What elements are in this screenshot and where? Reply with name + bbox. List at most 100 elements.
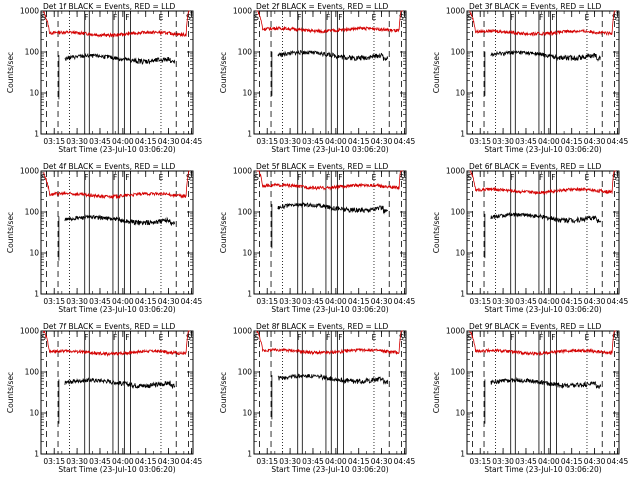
x-tick-label: 04:00 [325,297,347,306]
y-tick-label: 100 [25,368,40,377]
event-marker-label: E [159,173,164,182]
lld-series-line [256,170,403,191]
event-marker-label: S [186,173,191,182]
x-tick-label: 03:30 [66,137,88,146]
lld-series-line [43,10,190,38]
event-marker-label: F [539,13,543,22]
event-marker-label: E [372,173,377,182]
events-series-line [277,49,389,62]
y-tick-label: 10 [29,249,39,258]
x-axis-label: Start Time (23-Jul-10 03:06:20) [484,305,601,314]
detector-panel: Det 7f BLACK = Events, RED = LLD 1 10 100 10… [6,322,203,474]
event-marker-label: F [125,333,129,342]
event-marker-label: F [510,13,514,22]
x-tick-label: 04:15 [135,297,157,306]
x-tick-label: 03:15 [43,137,65,146]
x-tick-label: 03:15 [469,457,491,466]
x-axis-label: Start Time (23-Jul-10 03:06:20) [271,145,388,154]
x-tick-label: 04:45 [607,297,629,306]
event-marker-label: F [113,13,117,22]
y-axis-label: Counts/sec [432,52,441,93]
plot-frame [466,10,620,135]
event-marker-label: F [338,13,342,22]
plot-frame [253,10,407,135]
event-marker-label: F [125,13,129,22]
x-tick-label: 04:30 [158,137,180,146]
event-marker-label: S [467,13,472,22]
x-axis-label: Start Time (23-Jul-10 03:06:20) [484,465,601,474]
y-tick-label: 100 [238,208,253,217]
x-axis-label: Start Time (23-Jul-10 03:06:20) [271,305,388,314]
y-axis-label: Counts/sec [219,212,228,253]
x-tick-label: 04:30 [158,457,180,466]
x-tick-label: 03:30 [492,457,514,466]
x-tick-label: 04:00 [325,457,347,466]
y-tick-label: 1 [460,290,465,299]
x-tick-label: 04:00 [112,457,134,466]
y-tick-label: 10 [242,89,252,98]
x-tick-label: 04:45 [181,297,203,306]
x-tick-label: 03:45 [515,457,537,466]
detector-panel: Det 5f BLACK = Events, RED = LLD 1 10 100 10… [219,162,416,314]
x-tick-label: 04:30 [158,297,180,306]
detector-panel: Det 8f BLACK = Events, RED = LLD 1 10 100 10… [219,322,416,474]
lld-series-line [43,330,190,358]
y-tick-label: 1000 [20,7,39,16]
plot-frame [466,330,620,455]
x-tick-label: 04:15 [561,457,583,466]
event-marker-label: F [539,173,543,182]
event-marker-label: S [612,173,617,182]
event-marker-label: F [551,13,555,22]
x-axis-label: Start Time (23-Jul-10 03:06:20) [58,465,175,474]
x-tick-label: 04:15 [561,297,583,306]
event-marker-label: F [84,13,88,22]
plot-frame [40,170,194,295]
event-marker-label: F [297,13,301,22]
event-marker-label: F [113,333,117,342]
y-tick-label: 100 [238,368,253,377]
y-tick-label: 10 [455,249,465,258]
x-tick-label: 03:30 [492,297,514,306]
y-tick-label: 1 [247,130,252,139]
event-marker-label: F [326,173,330,182]
event-marker-label: E [372,333,377,342]
events-series-line [64,377,176,390]
panel-title: Det 7f BLACK = Events, RED = LLD [43,322,176,331]
y-axis-label: Counts/sec [432,372,441,413]
y-tick-label: 1 [34,130,39,139]
x-tick-label: 04:45 [607,137,629,146]
y-tick-label: 1000 [446,167,465,176]
event-marker-label: F [338,333,342,342]
x-tick-label: 03:15 [469,297,491,306]
x-tick-label: 04:00 [112,137,134,146]
events-series-line [277,201,389,215]
x-tick-label: 03:15 [256,137,278,146]
event-marker-label: F [84,173,88,182]
y-tick-label: 1 [34,290,39,299]
events-series-line [64,214,176,227]
y-tick-label: 100 [25,48,40,57]
plot-frame [40,330,194,455]
event-marker-label: S [254,13,259,22]
event-marker-label: F [297,173,301,182]
y-tick-label: 1000 [233,327,252,336]
panel-title: Det 8f BLACK = Events, RED = LLD [256,322,389,331]
x-tick-label: 03:30 [66,457,88,466]
y-tick-label: 1 [460,130,465,139]
y-axis-label: Counts/sec [6,52,15,93]
y-tick-label: 10 [242,409,252,418]
event-marker-label: S [186,13,191,22]
x-tick-label: 03:30 [279,137,301,146]
panel-title: Det 3f BLACK = Events, RED = LLD [469,2,602,11]
x-tick-label: 04:00 [325,137,347,146]
event-marker-label: S [254,173,259,182]
events-series-line [490,50,601,62]
event-marker-label: E [159,13,164,22]
panel-title: Det 6f BLACK = Events, RED = LLD [469,162,602,171]
detector-panel: Det 4f BLACK = Events, RED = LLD 1 10 100 10… [6,162,203,314]
x-tick-label: 03:45 [302,297,324,306]
event-marker-label: E [585,173,590,182]
x-tick-label: 03:15 [469,137,491,146]
plot-frame [40,10,194,135]
event-marker-label: F [326,333,330,342]
